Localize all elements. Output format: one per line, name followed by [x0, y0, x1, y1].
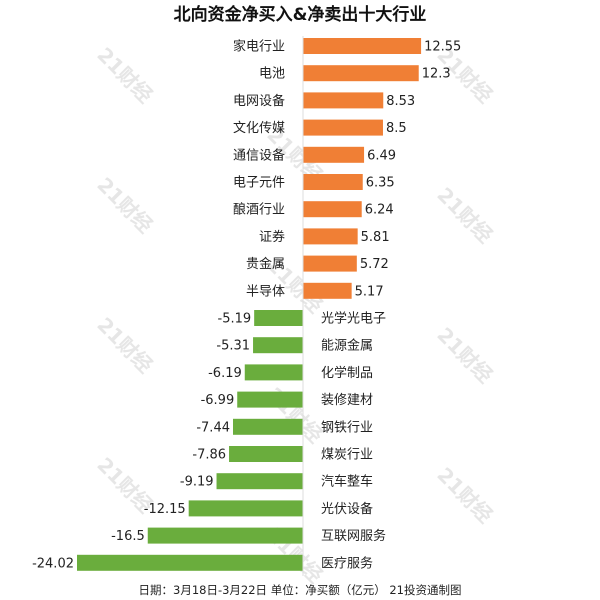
bar-18 — [147, 527, 303, 544]
bar-6 — [303, 201, 362, 218]
category-label: 通信设备 — [233, 147, 285, 163]
value-label: 6.35 — [366, 176, 395, 191]
bar-16 — [216, 473, 303, 490]
category-label: 电子元件 — [233, 176, 285, 191]
category-label: 光伏设备 — [321, 501, 373, 517]
category-label: 煤炭行业 — [321, 448, 373, 463]
bar-17 — [188, 500, 303, 517]
watermark-text: 21财经 — [432, 323, 497, 388]
value-label: -9.19 — [180, 475, 214, 490]
bar-10 — [254, 310, 303, 326]
bar-14 — [232, 418, 303, 435]
bar-4 — [303, 146, 365, 163]
category-label: 贵金属 — [246, 256, 285, 272]
value-label: 8.53 — [386, 94, 415, 109]
category-label: 化学制品 — [321, 365, 373, 381]
bar-19 — [77, 554, 303, 571]
category-label: 医疗服务 — [321, 555, 373, 571]
category-label: 汽车整车 — [321, 474, 373, 490]
bars-group: 家电行业 12.55 电池 12.3 电网设备 8.53 文化传媒 8.5 通信设备 6.49 电子… — [32, 38, 461, 571]
value-label: 6.24 — [365, 203, 394, 218]
footnote: 日期：3月18日-3月22日 单位：净买额（亿元） 21投资通制图 — [139, 583, 462, 597]
bar-3 — [303, 119, 383, 136]
category-label: 钢铁行业 — [321, 420, 373, 435]
category-label: 电池 — [259, 67, 285, 82]
category-label: 光学光电子 — [321, 311, 386, 327]
value-label: 8.5 — [386, 121, 407, 136]
bar-11 — [253, 337, 303, 354]
value-label: -6.99 — [201, 393, 235, 408]
bar-8 — [303, 255, 357, 272]
category-label: 能源金属 — [321, 338, 373, 354]
value-label: -12.15 — [144, 502, 186, 517]
watermark-text: 21财经 — [92, 313, 157, 378]
category-label: 家电行业 — [233, 39, 285, 55]
category-label: 证券 — [259, 229, 285, 245]
watermark-text: 21财经 — [92, 43, 157, 108]
value-label: -24.02 — [32, 556, 74, 571]
bar-9 — [303, 282, 352, 299]
value-label: 5.17 — [355, 284, 384, 299]
value-label: -7.44 — [196, 420, 230, 435]
category-label: 半导体 — [246, 284, 285, 299]
category-label: 互联网服务 — [321, 528, 386, 544]
value-label: 6.49 — [367, 148, 396, 163]
value-label: -5.31 — [216, 339, 250, 354]
value-label: -6.19 — [208, 366, 242, 381]
category-label: 装修建材 — [321, 393, 373, 408]
bar-15 — [229, 446, 303, 462]
value-label: 12.55 — [424, 40, 461, 55]
bar-13 — [237, 391, 303, 408]
bar-5 — [303, 174, 363, 190]
category-label: 文化传媒 — [233, 121, 285, 136]
watermark-text: 21财经 — [432, 183, 497, 248]
value-label: 5.81 — [361, 230, 390, 245]
bar-2 — [303, 92, 384, 109]
value-label: -16.5 — [111, 529, 145, 544]
bar-0 — [303, 38, 422, 54]
bar-12 — [244, 364, 303, 381]
value-label: -5.19 — [218, 312, 252, 327]
value-label: 12.3 — [422, 67, 451, 82]
category-label: 电网设备 — [233, 93, 285, 109]
bar-7 — [303, 228, 358, 245]
chart-title: 北向资金净买入&净卖出十大行业 — [174, 4, 427, 25]
category-label: 酿酒行业 — [233, 202, 285, 218]
value-label: -7.86 — [192, 448, 226, 463]
value-label: 5.72 — [360, 257, 389, 272]
watermark-text: 21财经 — [432, 463, 497, 528]
bar-1 — [303, 65, 419, 82]
watermark-text: 21财经 — [92, 173, 157, 238]
